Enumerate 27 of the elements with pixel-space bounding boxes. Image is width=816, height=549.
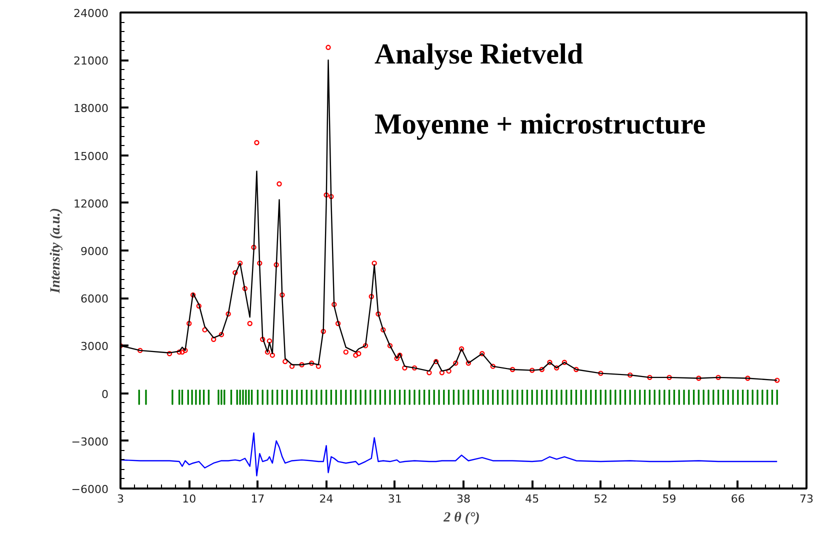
- y-tick-label: 18000: [74, 102, 109, 116]
- x-tick-label: 31: [388, 492, 402, 506]
- y-tick-label: 3000: [80, 340, 109, 354]
- annotation: Analyse Rietveld: [374, 38, 584, 70]
- x-tick-label: 66: [730, 492, 745, 506]
- y-tick-label: −3000: [71, 435, 109, 448]
- x-tick-label: 59: [662, 492, 676, 506]
- y-tick-label: 24000: [74, 7, 109, 20]
- x-tick-label: 17: [250, 492, 265, 506]
- annotation: Moyenne + microstructure: [374, 108, 706, 140]
- x-tick-label: 38: [456, 492, 470, 506]
- y-tick-label: 9000: [80, 245, 109, 258]
- x-tick-label: 3: [117, 492, 124, 506]
- y-tick-label: 0: [102, 388, 108, 401]
- x-tick-label: 73: [800, 492, 814, 506]
- x-tick-label: 24: [319, 492, 334, 506]
- y-tick-label: 21000: [74, 54, 109, 68]
- y-tick-label: −6000: [71, 483, 109, 496]
- x-axis-title: 2 θ (°): [442, 510, 480, 526]
- y-tick-label: 15000: [74, 150, 109, 163]
- x-tick-label: 52: [594, 492, 608, 506]
- y-tick-label: 6000: [80, 292, 109, 306]
- y-tick-label: 12000: [74, 197, 109, 210]
- x-tick-label: 45: [525, 492, 540, 506]
- line-series: [120, 432, 778, 476]
- x-tick-label: 10: [182, 492, 196, 506]
- y-axis-title: Intensity (a.u.): [48, 208, 64, 294]
